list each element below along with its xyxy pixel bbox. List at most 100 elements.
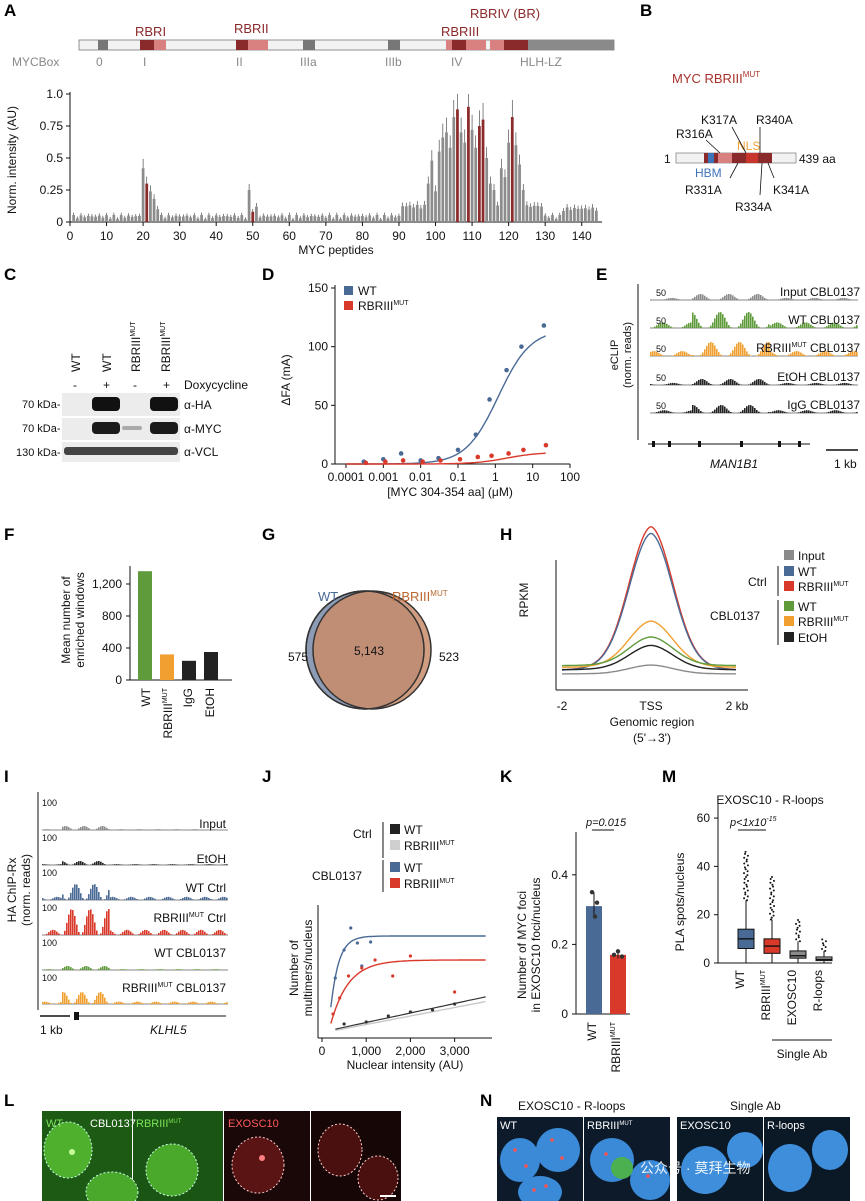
e-track-bar	[676, 298, 678, 300]
a-bar	[328, 215, 331, 222]
i-track-bar	[218, 929, 220, 935]
a-bar	[554, 219, 558, 222]
i-track-bar	[212, 1001, 214, 1004]
a-bar	[437, 151, 441, 222]
e-track-bar	[666, 384, 668, 385]
c-lane-2: WT	[100, 353, 114, 372]
m-outlier	[746, 889, 749, 892]
h-leg-mut: RBRIIIMUT	[798, 580, 849, 594]
e-track-bar	[818, 353, 820, 356]
m-cat-3: EXOSC10	[785, 970, 799, 1026]
a-xtick-label: 0	[67, 229, 74, 243]
i-track-bar	[122, 932, 124, 935]
i-track-bar	[124, 1003, 126, 1004]
m-outlier	[769, 887, 772, 890]
e-track-2: WT CBL0137	[788, 313, 860, 327]
m-outlier	[746, 874, 749, 877]
e-track-bar	[758, 326, 760, 328]
a-bar	[426, 183, 430, 222]
i-track-bar	[62, 992, 64, 1004]
panel-l: WT CBL0137 RBRIIIMUT EXOSC10	[42, 1111, 401, 1201]
e-track-bar	[818, 383, 820, 385]
i-track-bar	[64, 898, 66, 900]
b-mut-r331a: R331A	[685, 183, 722, 197]
e-track-3: RBRIIIMUT CBL0137	[756, 341, 860, 355]
a-bar	[266, 216, 269, 222]
e-track-bar	[844, 382, 846, 385]
i-track-bar	[62, 968, 64, 970]
i-track-bar	[150, 864, 152, 865]
a-xtick-label: 60	[283, 229, 297, 243]
e-track-bar	[816, 298, 818, 300]
e-track-bar	[764, 297, 766, 300]
e-gene: MAN1B1	[710, 457, 758, 471]
i-track-bar	[212, 829, 214, 830]
i-track-bar	[62, 826, 64, 830]
i-track-bar	[140, 969, 142, 970]
i-track-bar	[192, 899, 194, 900]
e-track-bar	[768, 342, 770, 356]
e-track-bar	[702, 352, 704, 356]
e-track-bar	[734, 296, 736, 300]
j-point	[364, 1020, 368, 1024]
e-track-bar	[690, 322, 692, 328]
i-track-bar	[44, 1001, 46, 1004]
e-track-bar	[664, 410, 666, 413]
d-point-wt	[473, 432, 479, 437]
rbr-2-block	[236, 40, 248, 50]
e-track-bar	[736, 343, 738, 356]
e-track-bar	[738, 342, 740, 356]
e-track-bar	[746, 406, 748, 413]
i-track-bar	[140, 1002, 142, 1004]
e-track-bar	[834, 355, 836, 356]
f-bar	[160, 654, 174, 680]
i-track-bar	[138, 969, 140, 970]
k-cat-1: WT	[585, 1021, 599, 1040]
watermark: 公众号 · 莫拜生物	[640, 1160, 750, 1176]
panel-d: 0 50 100 150 0.0001 0.001 0.01 0.1 1 10 100 WT RBR…	[279, 281, 580, 499]
e-track-bar	[706, 381, 708, 385]
m-outlier	[796, 926, 799, 929]
e-track-bar	[684, 351, 686, 356]
e-track-bar	[662, 322, 664, 328]
c-kda-1: 70 kDa-	[22, 399, 61, 411]
i-track-bar	[154, 864, 156, 865]
i-track-bar	[130, 896, 132, 900]
e-track-bar	[658, 352, 660, 356]
e-track-bar	[740, 323, 742, 328]
e-track-bar	[770, 351, 772, 356]
i-track-bar	[206, 933, 208, 935]
a-bar	[569, 209, 573, 222]
i-track-bar	[122, 829, 124, 830]
i-track-bar	[104, 899, 106, 900]
d-fit-mut	[346, 452, 546, 465]
a-bar	[138, 215, 141, 222]
e-scale-3: 50	[656, 344, 666, 354]
i-track-bar	[110, 930, 112, 935]
panel-label-b: B	[640, 1, 652, 20]
a-xtick-label: 70	[319, 229, 333, 243]
e-track-bar	[734, 346, 736, 356]
d-ylabel: ΔFA (mA)	[279, 354, 293, 405]
a-bar	[295, 215, 298, 222]
panel-b: MYC RBRIIIMUT K317A R340A R316A NLS 1 43…	[664, 70, 836, 214]
e-track-bar	[732, 379, 734, 385]
e-track-bar	[756, 324, 758, 328]
i-track-bar	[216, 829, 218, 830]
i-track-bar	[150, 1002, 152, 1004]
i-track-bar	[218, 898, 220, 900]
a-bar	[481, 119, 485, 222]
i-track-bar	[50, 1003, 52, 1004]
panel-label-f: F	[4, 525, 14, 544]
e-ylabel-2: (norm. reads)	[622, 322, 634, 388]
e-track-bar	[650, 299, 652, 300]
e-track-bar	[792, 352, 794, 356]
e-track-bar	[766, 299, 768, 300]
f-bar	[204, 652, 218, 680]
i-track-bar	[184, 897, 186, 900]
a-bar	[83, 217, 86, 222]
e-track-bar	[726, 321, 728, 328]
e-track-bar	[842, 412, 844, 413]
a-bar	[284, 218, 288, 222]
i-track-bar	[82, 967, 84, 970]
